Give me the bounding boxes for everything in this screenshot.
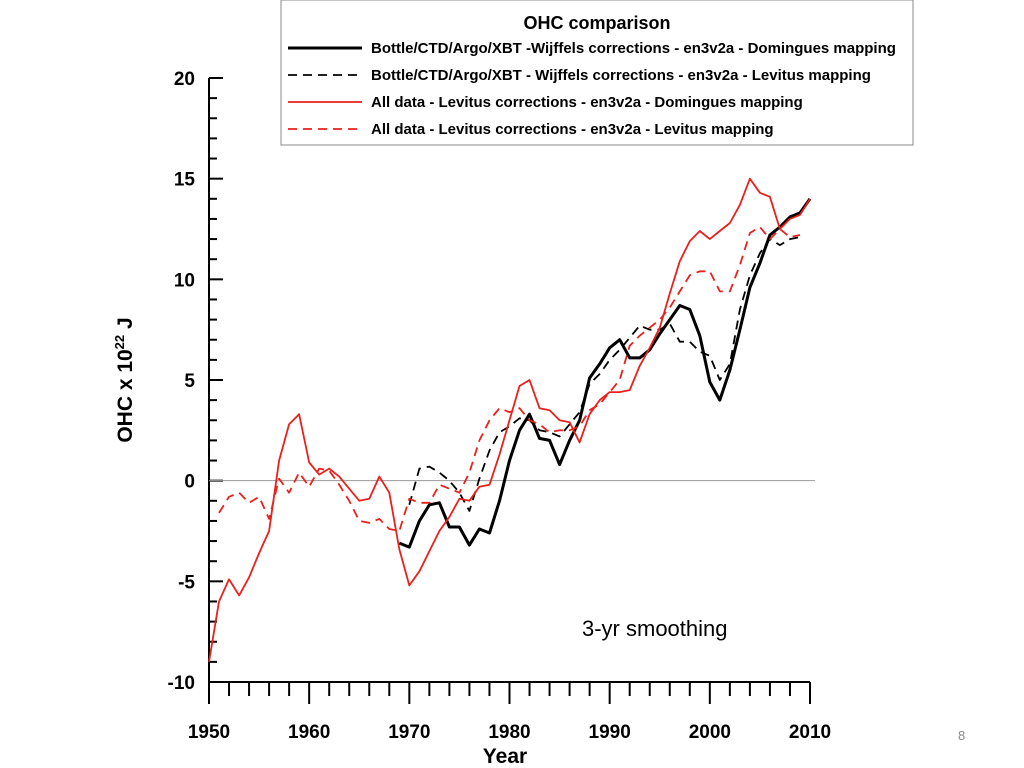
y-tick-label: 0 [184,472,195,493]
x-tick-label: 1950 [188,722,230,743]
y-tick-label: -5 [178,572,195,593]
legend-label-3: All data - Levitus corrections - en3v2a … [371,94,803,111]
legend-label-4: All data - Levitus corrections - en3v2a … [371,121,774,138]
y-axis-title: OHC x 1022 J [112,317,137,442]
legend-label-1: Bottle/CTD/Argo/XBT -Wijffels correction… [371,40,896,57]
series-group [208,177,812,663]
y-axis-title-main: OHC x 10 [114,349,137,442]
x-tick-label: 1990 [589,722,631,743]
axes: -10 -5 0 5 10 15 20 1950 1960 1970 1980 1990 2000 201… [168,69,832,743]
legend-title: OHC comparison [523,13,670,33]
y-tick-label: -10 [168,673,195,694]
y-axis-title-unit: J [114,317,137,335]
legend-box [280,0,914,146]
x-tick-label: 2010 [789,722,831,743]
series-line-2 [408,236,801,512]
legend: OHC comparison Bottle/CTD/Argo/XBT -Wijf… [280,0,914,146]
x-tick-label: 2000 [689,722,731,743]
smoothing-annotation: 3-yr smoothing [582,616,728,641]
y-tick-label: 5 [184,371,195,392]
x-tick-label: 1970 [388,722,430,743]
y-tick-label: 20 [174,69,195,90]
series-line-4 [218,226,801,532]
x-tick-label: 1960 [288,722,330,743]
x-tick-label: 1980 [488,722,530,743]
legend-label-2: Bottle/CTD/Argo/XBT - Wijffels correctio… [371,67,871,84]
series-line-3 [208,177,811,663]
y-tick-label: 10 [174,270,195,291]
series-line-1 [398,197,812,549]
page-number: 8 [958,728,965,743]
x-axis-title: Year [483,745,527,768]
y-tick-label: 15 [174,170,196,191]
y-axis-title-exponent: 22 [112,335,127,349]
